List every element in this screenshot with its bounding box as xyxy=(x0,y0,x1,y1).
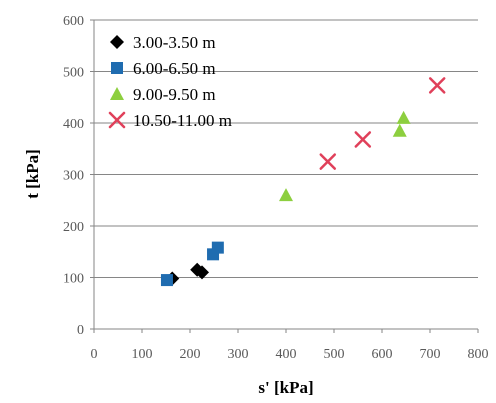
x-tick-label: 800 xyxy=(468,347,489,362)
x-tick-label: 100 xyxy=(132,347,153,362)
y-axis-title: t [kPa] xyxy=(23,149,42,199)
gridlines xyxy=(94,19,478,278)
data-point-square xyxy=(211,241,224,254)
data-point-square xyxy=(160,274,173,287)
legend-marker-diamond xyxy=(110,35,124,49)
legend-label: 3.00-3.50 m xyxy=(133,33,216,52)
data-points xyxy=(160,77,446,287)
y-tick-label: 500 xyxy=(63,66,84,81)
y-tick-label: 100 xyxy=(63,272,84,287)
x-tick-label: 200 xyxy=(180,347,201,362)
y-tick-label: 600 xyxy=(63,14,84,29)
x-tick-label: 600 xyxy=(372,347,393,362)
data-point-x xyxy=(428,77,446,94)
x-axis-title: s' [kPa] xyxy=(258,378,313,397)
y-tick-label: 400 xyxy=(63,117,84,132)
y-tick-label: 0 xyxy=(77,323,84,338)
legend-marker-square xyxy=(111,62,123,74)
y-tick-label: 300 xyxy=(63,169,84,184)
legend-label: 10.50-11.00 m xyxy=(133,111,232,130)
x-tick-label: 0 xyxy=(91,347,98,362)
data-point-x xyxy=(354,131,372,148)
data-point-x xyxy=(319,153,337,170)
legend-label: 9.00-9.50 m xyxy=(133,85,216,104)
legend: 3.00-3.50 m 6.00-6.50 m 9.00-9.50 m 10.50-1… xyxy=(108,33,232,130)
x-tick-label: 400 xyxy=(276,347,297,362)
x-tick-label: 700 xyxy=(420,347,441,362)
x-axis-ticks: 0 100 200 300 400 500 600 700 800 xyxy=(91,329,489,362)
data-point-diamond xyxy=(195,265,209,280)
legend-marker-triangle xyxy=(110,87,124,100)
x-tick-label: 500 xyxy=(324,347,345,362)
data-point-triangle xyxy=(396,110,411,124)
data-point-triangle xyxy=(392,123,407,137)
legend-label: 6.00-6.50 m xyxy=(133,59,216,78)
x-tick-label: 300 xyxy=(228,347,249,362)
data-point-triangle xyxy=(279,188,293,202)
legend-marker-x xyxy=(108,111,126,129)
y-axis-ticks: 0 100 200 300 400 500 600 xyxy=(63,14,94,338)
y-tick-label: 200 xyxy=(63,220,84,235)
